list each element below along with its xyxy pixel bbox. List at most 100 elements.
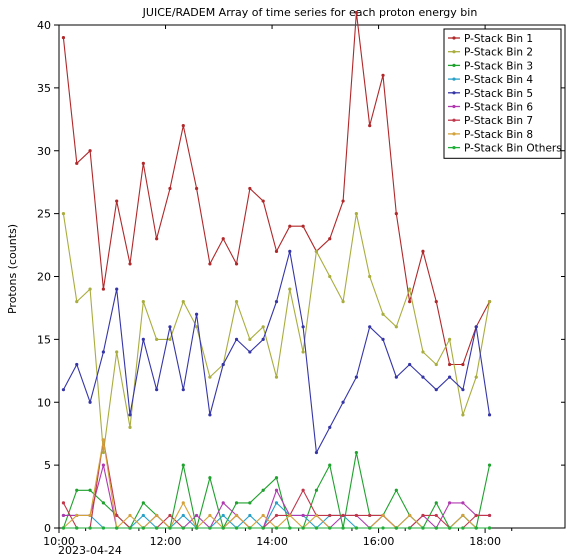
- data-point: [101, 463, 105, 467]
- data-point: [101, 350, 105, 354]
- data-point: [208, 476, 212, 480]
- axes: 0 5 10 15 20 25 30 35 40 10:00 12:00 14:00 16:00 18:0…: [37, 19, 566, 548]
- data-point: [181, 501, 185, 505]
- legend-item: P-Stack Bin 8: [448, 129, 533, 141]
- y-tick-label: 30: [37, 145, 51, 158]
- data-point: [301, 513, 305, 518]
- legend-label: P-Stack Bin 4: [464, 74, 533, 86]
- y-axis-label: Protons (counts): [6, 224, 19, 314]
- chart-title: JUICE/RADEM Array of time series for eac…: [142, 6, 478, 19]
- data-point: [88, 149, 92, 153]
- data-point: [301, 224, 305, 228]
- data-point: [141, 501, 145, 505]
- series-line: [62, 12, 490, 366]
- data-point: [487, 300, 492, 304]
- data-point: [141, 526, 145, 530]
- data-point: [61, 513, 66, 518]
- data-point: [461, 513, 465, 518]
- series-1: [61, 10, 492, 367]
- data-point: [288, 513, 292, 518]
- data-point: [88, 513, 92, 518]
- data-point: [328, 513, 332, 518]
- data-point: [88, 400, 92, 404]
- data-point: [221, 237, 225, 241]
- data-point: [128, 413, 132, 417]
- data-point: [474, 513, 478, 518]
- data-point: [274, 526, 279, 530]
- data-point: [208, 262, 212, 266]
- data-point: [447, 501, 452, 505]
- legend-marker: [452, 146, 456, 150]
- data-point: [394, 325, 398, 329]
- data-point: [434, 300, 438, 304]
- data-point: [328, 274, 332, 279]
- data-point: [155, 513, 159, 518]
- data-point: [88, 287, 92, 291]
- legend-label: P-Stack Bin 1: [464, 33, 533, 45]
- data-point: [368, 124, 372, 128]
- data-point: [447, 362, 452, 367]
- data-point: [354, 526, 358, 530]
- data-point: [314, 249, 319, 253]
- data-point: [408, 526, 412, 530]
- y-tick-label: 0: [44, 522, 51, 535]
- legend-marker: [452, 118, 456, 122]
- data-point: [261, 199, 265, 203]
- legend-item: P-Stack Bin 6: [448, 102, 533, 114]
- data-point: [381, 337, 385, 341]
- data-point: [421, 513, 425, 518]
- data-point: [314, 526, 319, 530]
- data-point: [88, 488, 92, 492]
- data-point: [368, 513, 372, 518]
- series-5: [61, 249, 492, 455]
- x-axis-date-label: 2023-04-24: [58, 544, 122, 557]
- data-point: [447, 375, 452, 379]
- data-point: [115, 526, 119, 530]
- y-tick-label: 15: [37, 333, 51, 346]
- data-point: [381, 73, 385, 77]
- data-point: [447, 337, 452, 341]
- data-point: [75, 526, 79, 530]
- x-tick-label: 12:00: [150, 535, 182, 548]
- data-point: [381, 526, 385, 530]
- legend-marker: [452, 77, 456, 81]
- data-point: [288, 249, 292, 253]
- data-point: [274, 501, 279, 505]
- data-point: [168, 337, 172, 341]
- data-point: [101, 501, 105, 505]
- data-point: [168, 526, 172, 530]
- data-point: [288, 526, 292, 530]
- y-tick-label: 40: [37, 19, 51, 32]
- legend-marker: [452, 63, 456, 67]
- legend-label: P-Stack Bin 7: [464, 115, 533, 127]
- y-tick-label: 10: [37, 396, 51, 409]
- data-point: [341, 526, 345, 530]
- data-point: [75, 513, 79, 518]
- data-point: [101, 526, 105, 530]
- y-tick-label: 35: [37, 82, 51, 95]
- data-point: [487, 463, 492, 467]
- data-point: [181, 463, 185, 467]
- data-point: [341, 513, 345, 518]
- data-point: [234, 300, 239, 304]
- data-point: [301, 526, 305, 530]
- data-point: [314, 513, 319, 518]
- data-point: [234, 526, 239, 530]
- data-point: [261, 488, 265, 492]
- data-point: [261, 337, 265, 341]
- data-point: [394, 488, 398, 492]
- data-point: [434, 526, 438, 530]
- data-point: [141, 300, 145, 304]
- data-point: [168, 325, 172, 329]
- data-point: [115, 350, 119, 354]
- data-point: [194, 513, 199, 518]
- data-point: [155, 237, 159, 241]
- data-point: [408, 513, 412, 518]
- x-tick-label: 10:00: [43, 535, 75, 548]
- legend-marker: [452, 132, 456, 136]
- data-point: [474, 375, 478, 379]
- data-point: [328, 237, 332, 241]
- data-point: [261, 526, 265, 530]
- data-point: [288, 224, 292, 228]
- data-point: [341, 300, 345, 304]
